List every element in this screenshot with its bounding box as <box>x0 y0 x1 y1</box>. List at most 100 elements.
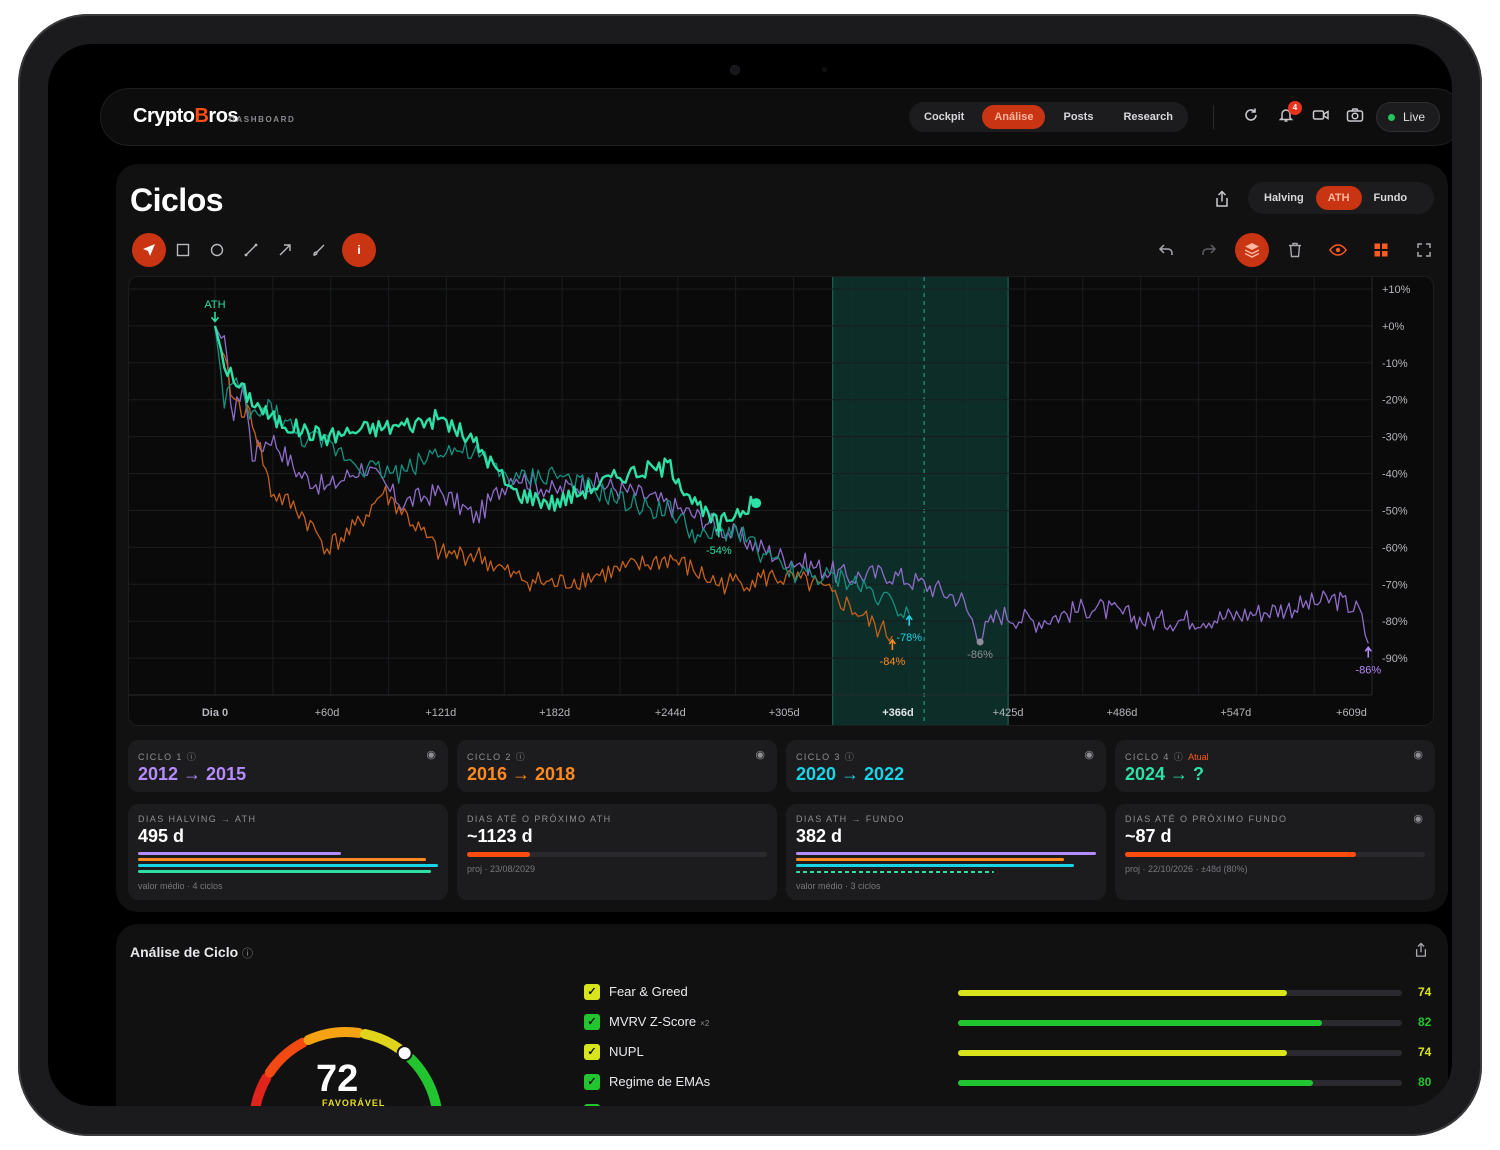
tablet-frame: CryptoBros DASHBOARD Cockpit Análise Pos… <box>18 14 1482 1136</box>
check-icon[interactable]: ✓ <box>584 1074 600 1090</box>
circle-tool-icon[interactable] <box>200 233 234 267</box>
ath-arrow-icon <box>210 311 220 323</box>
info-icon[interactable]: ⓘ <box>242 948 254 960</box>
check-icon[interactable]: ✓ <box>584 1104 600 1106</box>
x-tick-label: +244d <box>655 707 686 719</box>
stat-label: DIAS ATÉ O PRÓXIMO FUNDO <box>1125 814 1288 824</box>
y-tick-label: -30% <box>1382 432 1408 444</box>
x-tick-label: +121d <box>425 707 456 719</box>
cycle-card-3[interactable]: CICLO 3 ⓘ 2020 → 2022 ◉ <box>786 740 1106 792</box>
min-arrow-icon <box>888 638 897 650</box>
metric-value: 80 <box>1418 1075 1432 1089</box>
stat-halving-ath: DIAS HALVING → ATH 495 d valor médio · 4… <box>128 804 448 900</box>
drawing-toolbar: i <box>132 233 376 267</box>
video-icon[interactable] <box>1311 107 1331 127</box>
metric-next[interactable]: ✓ <box>584 1102 1444 1106</box>
gauge-segment <box>264 1037 308 1078</box>
info-icon[interactable]: i <box>342 233 376 267</box>
progress-fill <box>1125 852 1356 857</box>
x-tick-label: +486d <box>1106 707 1137 719</box>
nav-cockpit[interactable]: Cockpit <box>924 111 965 123</box>
stat-value: 382 d <box>796 826 843 846</box>
stat-note: proj · 22/10/2026 · ±48d (80%) <box>1125 864 1248 874</box>
live-point-dot <box>751 498 762 509</box>
metric-mvrv[interactable]: ✓ MVRV Z-Score ×2 82 <box>584 1012 1444 1032</box>
x-tick-label: +305d <box>769 707 800 719</box>
section-title: Análise de Ciclo <box>130 944 239 960</box>
x-tick-label: +60d <box>315 707 340 719</box>
check-icon[interactable]: ✓ <box>584 1044 600 1060</box>
cycle-label: CICLO 4 <box>1125 752 1170 762</box>
eye-icon[interactable]: ◉ <box>1413 749 1423 761</box>
live-button[interactable]: Live <box>1376 102 1440 132</box>
refresh-icon[interactable] <box>1241 107 1261 127</box>
eye-icon[interactable]: ◉ <box>426 749 436 761</box>
current-tag: Atual <box>1188 752 1209 762</box>
metric-multiplier: ×2 <box>700 1019 710 1028</box>
mode-fundo[interactable]: Fundo <box>1373 192 1408 204</box>
metric-ema-regime[interactable]: ✓ Regime de EMAs 80 <box>584 1072 1444 1092</box>
info-icon: ⓘ <box>844 752 856 762</box>
eye-icon[interactable] <box>1321 233 1355 267</box>
redo-icon[interactable] <box>1192 233 1226 267</box>
rectangle-tool-icon[interactable] <box>166 233 200 267</box>
cycle-range: 2016 → 2018 <box>467 764 576 784</box>
progress-track <box>467 852 767 857</box>
cycle-2-bar <box>796 858 1064 861</box>
gauge-segment <box>404 1052 442 1106</box>
cycles-card: Ciclos Halving ATH Fundo <box>116 164 1448 912</box>
y-tick-label: +0% <box>1382 321 1405 333</box>
stat-value: 495 d <box>138 826 185 846</box>
series-line-4 <box>213 325 758 532</box>
mode-selector: Halving ATH Fundo <box>1248 182 1434 214</box>
logo[interactable]: CryptoBros <box>133 105 239 127</box>
y-tick-label: +10% <box>1382 284 1411 296</box>
stat-note: valor médio · 3 ciclos <box>796 881 881 891</box>
nav-research[interactable]: Research <box>1123 111 1173 123</box>
cycles-chart[interactable]: +10% +0% -10% -20% -30% -40% -50% -60% -70% -80% -… <box>128 276 1434 726</box>
cycle-card-4[interactable]: CICLO 4 ⓘ Atual 2024 → ? ◉ <box>1115 740 1435 792</box>
eye-icon[interactable]: ◉ <box>755 749 765 761</box>
min-arrow-icon <box>905 614 913 626</box>
gauge-segment <box>250 1073 272 1106</box>
chart-toolbar <box>1140 233 1441 267</box>
main-nav: Cockpit Análise Posts Research <box>909 102 1188 132</box>
series-end-label: -78% <box>896 632 922 644</box>
stat-next-fundo: DIAS ATÉ O PRÓXIMO FUNDO ~87 d ◉ proj · … <box>1115 804 1435 900</box>
nav-analise[interactable]: Análise <box>982 105 1046 129</box>
fullscreen-icon[interactable] <box>1407 233 1441 267</box>
grid-icon[interactable] <box>1364 233 1398 267</box>
eye-icon[interactable]: ◉ <box>1084 749 1094 761</box>
metric-nupl[interactable]: ✓ NUPL 74 <box>584 1042 1444 1062</box>
eye-icon[interactable]: ◉ <box>1413 813 1423 825</box>
brush-tool-icon[interactable] <box>302 233 336 267</box>
camera-icon[interactable] <box>1345 107 1365 127</box>
line-tool-icon[interactable] <box>234 233 268 267</box>
share-icon[interactable] <box>1212 190 1232 210</box>
gauge-segment <box>303 1027 364 1045</box>
info-icon: ⓘ <box>515 752 527 762</box>
arrow-tool-icon[interactable] <box>268 233 302 267</box>
layers-icon[interactable] <box>1235 233 1269 267</box>
undo-icon[interactable] <box>1149 233 1183 267</box>
nav-posts[interactable]: Posts <box>1063 111 1094 123</box>
mode-ath[interactable]: ATH <box>1315 186 1362 210</box>
cycle-range: 2012 → 2015 <box>138 764 247 784</box>
metric-value: 82 <box>1418 1015 1432 1029</box>
trash-icon[interactable] <box>1278 233 1312 267</box>
cycle-card-1[interactable]: CICLO 1 ⓘ 2012 → 2015 ◉ <box>128 740 448 792</box>
metric-fill <box>958 1020 1323 1026</box>
cycle-1-bar <box>796 852 1096 855</box>
highlight-band <box>832 277 1009 725</box>
metric-name: NUPL <box>609 1044 644 1059</box>
check-icon[interactable]: ✓ <box>584 984 600 1000</box>
cycle-card-2[interactable]: CICLO 2 ⓘ 2016 → 2018 ◉ <box>457 740 777 792</box>
check-icon[interactable]: ✓ <box>584 1014 600 1030</box>
series-min-label: -86% <box>967 649 993 661</box>
pointer-tool-icon[interactable] <box>132 233 166 267</box>
min-arrow-icon <box>1364 645 1372 658</box>
score-value: 72 <box>316 1058 359 1100</box>
metric-fear-greed[interactable]: ✓ Fear & Greed 74 <box>584 982 1444 1002</box>
mode-halving[interactable]: Halving <box>1264 192 1304 204</box>
share-icon[interactable] <box>1414 942 1428 961</box>
